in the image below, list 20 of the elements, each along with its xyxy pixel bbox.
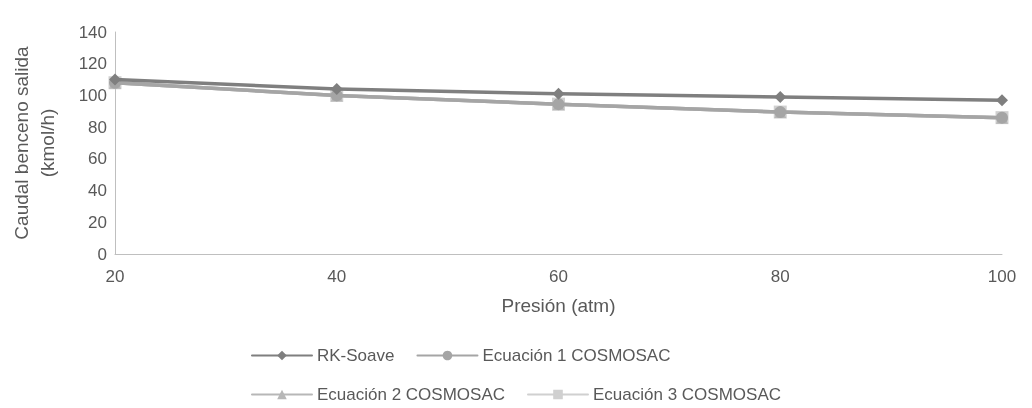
- y-tick-label: 60: [88, 149, 107, 169]
- y-tick-label: 100: [78, 85, 107, 105]
- point: [996, 94, 1008, 107]
- x-axis-title: Presión (atm): [501, 295, 616, 316]
- y-tick-label: 80: [88, 117, 107, 137]
- x-tick-label: 60: [549, 267, 568, 286]
- x-tick-label: 100: [987, 267, 1017, 286]
- y-tick-label: 0: [97, 244, 107, 264]
- x-tick-label: 40: [327, 267, 347, 286]
- y-tick-label: 40: [88, 181, 107, 201]
- legend-label: Ecuación 1 COSMOSAC: [482, 346, 671, 365]
- y-tick-label: 140: [78, 22, 107, 42]
- legend-label: Ecuación 2 COSMOSAC: [316, 385, 505, 404]
- x-tick-label: 80: [770, 267, 790, 286]
- y-tick-label: 20: [88, 212, 107, 232]
- legend-label: Ecuación 3 COSMOSAC: [593, 385, 782, 404]
- y-axis-title: Caudal benceno salida (kmol/h): [10, 45, 58, 240]
- legend-label: RK-Soave: [316, 346, 395, 365]
- y-tick-label: 120: [78, 54, 107, 74]
- x-tick-label: 20: [105, 267, 125, 286]
